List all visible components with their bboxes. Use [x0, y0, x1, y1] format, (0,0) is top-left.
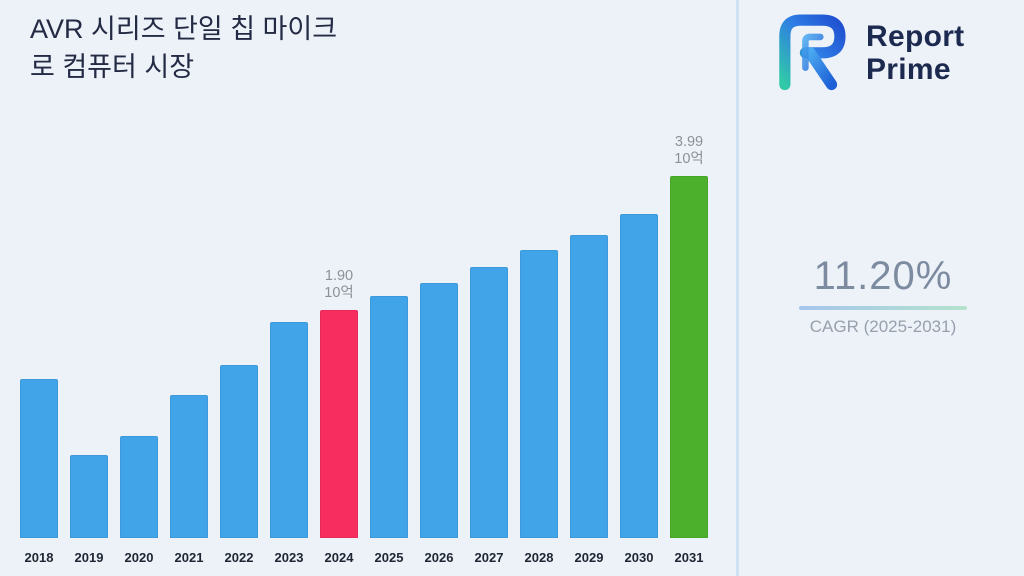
bar-2020 — [120, 436, 158, 538]
logo-word-report: Report — [866, 19, 965, 53]
x-tick-2020: 2020 — [124, 550, 154, 565]
bar-column-2020: 2020 — [120, 18, 158, 565]
bar-2030 — [620, 214, 658, 538]
bar-2031 — [670, 176, 708, 538]
logo-wordmark: Report Prime — [866, 20, 964, 86]
x-tick-2030: 2030 — [624, 550, 654, 565]
bar-column-2029: 2029 — [570, 18, 608, 565]
bar-column-2026: 2026 — [420, 18, 458, 565]
x-tick-2019: 2019 — [74, 550, 104, 565]
bar-2025 — [370, 296, 408, 538]
bar-2027 — [470, 267, 508, 538]
logo-word-prime: Prime — [866, 52, 951, 86]
bar-2021 — [170, 395, 208, 538]
bar-chart: 2018 2019 2020 2021 2022 2023 1.90 10억 2024 2025 2… — [20, 18, 708, 565]
bar-2024 — [320, 310, 358, 538]
x-tick-2029: 2029 — [574, 550, 604, 565]
bar-column-2024: 1.90 10억 2024 — [320, 18, 358, 565]
bar-annotation-2024: 1.90 10억 — [324, 268, 354, 301]
page-title: AVR 시리즈 단일 칩 마이크 로 컴퓨터 시장 — [30, 10, 337, 86]
x-tick-2028: 2028 — [524, 550, 554, 565]
cagr-value: 11.20% — [813, 254, 953, 298]
bar-column-2031: 3.99 10억 2031 — [670, 18, 708, 565]
x-tick-2023: 2023 — [274, 550, 304, 565]
bar-2029 — [570, 235, 608, 538]
x-tick-2022: 2022 — [224, 550, 254, 565]
bar-2028 — [520, 250, 558, 538]
page-title-line2: 로 컴퓨터 시장 — [30, 52, 195, 82]
bar-column-2021: 2021 — [170, 18, 208, 565]
cagr-caption: CAGR (2025-2031) — [809, 317, 957, 336]
cagr-stat-block: 11.20% CAGR (2025-2031) — [757, 254, 1009, 337]
report-prime-logo-icon — [768, 8, 854, 97]
x-tick-2024: 2024 — [324, 550, 354, 565]
bar-column-2027: 2027 — [470, 18, 508, 565]
x-tick-2025: 2025 — [374, 550, 404, 565]
bar-column-2022: 2022 — [220, 18, 258, 565]
x-tick-2026: 2026 — [424, 550, 454, 565]
bar-column-2028: 2028 — [520, 18, 558, 565]
report-prime-logo: Report Prime — [768, 8, 964, 97]
vertical-divider — [736, 0, 739, 576]
x-tick-2018: 2018 — [24, 550, 54, 565]
x-tick-2021: 2021 — [174, 550, 204, 565]
bar-2018 — [20, 379, 58, 538]
bar-2022 — [220, 365, 258, 538]
page-title-line1: AVR 시리즈 단일 칩 마이크 — [30, 14, 338, 44]
stat-underline — [799, 306, 967, 310]
bar-2019 — [70, 455, 108, 538]
x-tick-2027: 2027 — [474, 550, 504, 565]
bar-2026 — [420, 283, 458, 538]
bar-column-2019: 2019 — [70, 18, 108, 565]
bar-column-2030: 2030 — [620, 18, 658, 565]
bar-2023 — [270, 322, 308, 538]
bar-column-2025: 2025 — [370, 18, 408, 565]
bar-annotation-2031: 3.99 10억 — [674, 134, 704, 167]
bar-column-2023: 2023 — [270, 18, 308, 565]
bar-column-2018: 2018 — [20, 18, 58, 565]
x-tick-2031: 2031 — [674, 550, 704, 565]
